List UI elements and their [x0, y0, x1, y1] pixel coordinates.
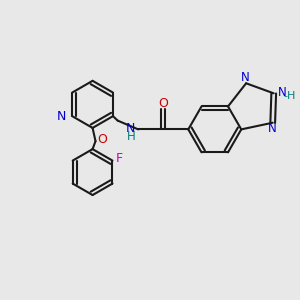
Text: N: N [278, 86, 286, 99]
Text: N: N [57, 110, 66, 123]
Text: -H: -H [284, 91, 296, 101]
Text: H: H [127, 130, 136, 143]
Text: O: O [158, 97, 168, 110]
Text: O: O [97, 133, 107, 146]
Text: N: N [241, 71, 250, 85]
Text: F: F [116, 152, 122, 165]
Text: N: N [268, 122, 277, 134]
Text: N: N [126, 122, 135, 135]
